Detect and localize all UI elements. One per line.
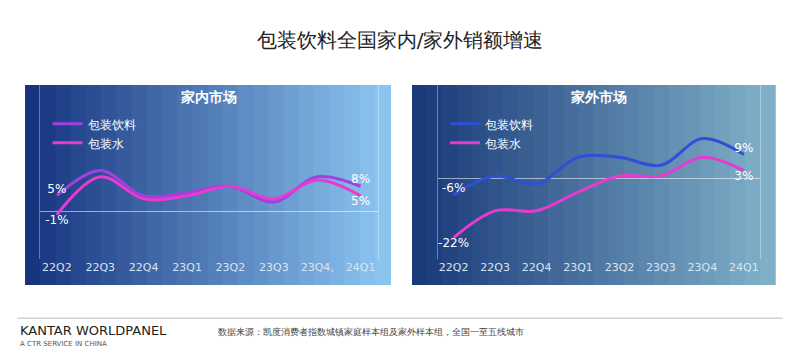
svg-text:8%: 8% <box>351 172 370 186</box>
svg-text:23Q4,: 23Q4, <box>301 261 334 274</box>
svg-text:23Q3: 23Q3 <box>259 261 289 274</box>
svg-text:22Q4: 22Q4 <box>129 261 159 274</box>
svg-text:-6%: -6% <box>442 181 465 195</box>
svg-text:23Q1: 23Q1 <box>563 261 593 274</box>
svg-text:23Q1: 23Q1 <box>172 261 202 274</box>
svg-text:家内市场: 家内市场 <box>180 89 237 105</box>
svg-text:22Q3: 22Q3 <box>480 261 510 274</box>
svg-text:24Q1: 24Q1 <box>729 261 759 274</box>
svg-text:24Q1: 24Q1 <box>346 261 376 274</box>
svg-text:22Q3: 22Q3 <box>85 261 115 274</box>
svg-text:包装饮料: 包装饮料 <box>485 118 533 132</box>
svg-text:KANTAR WORLDPANEL: KANTAR WORLDPANEL <box>20 323 167 338</box>
svg-text:数据来源：凯度消费者指数城镇家庭样本组及家外样本组，全国一至: 数据来源：凯度消费者指数城镇家庭样本组及家外样本组，全国一至五线城市 <box>218 327 524 337</box>
svg-text:22Q2: 22Q2 <box>439 261 469 274</box>
svg-text:家外市场: 家外市场 <box>570 89 627 105</box>
svg-text:3%: 3% <box>734 169 753 183</box>
svg-text:23Q2: 23Q2 <box>605 261 635 274</box>
svg-text:包装饮料全国家内/家外销额增速: 包装饮料全国家内/家外销额增速 <box>257 28 544 52</box>
svg-text:23Q4: 23Q4 <box>688 261 718 274</box>
svg-text:23Q2: 23Q2 <box>216 261 246 274</box>
svg-text:9%: 9% <box>734 141 753 155</box>
svg-text:包装饮料: 包装饮料 <box>88 118 136 132</box>
svg-text:A CTR SERVICE IN CHINA: A CTR SERVICE IN CHINA <box>20 340 107 348</box>
svg-text:22Q2: 22Q2 <box>42 261 72 274</box>
svg-text:23Q3: 23Q3 <box>646 261 676 274</box>
svg-text:-1%: -1% <box>45 213 68 227</box>
svg-text:5%: 5% <box>47 182 66 196</box>
svg-text:包装水: 包装水 <box>485 137 521 151</box>
svg-text:-22%: -22% <box>438 236 469 250</box>
svg-text:22Q4: 22Q4 <box>522 261 552 274</box>
svg-text:包装水: 包装水 <box>88 137 124 151</box>
svg-text:5%: 5% <box>351 194 370 208</box>
